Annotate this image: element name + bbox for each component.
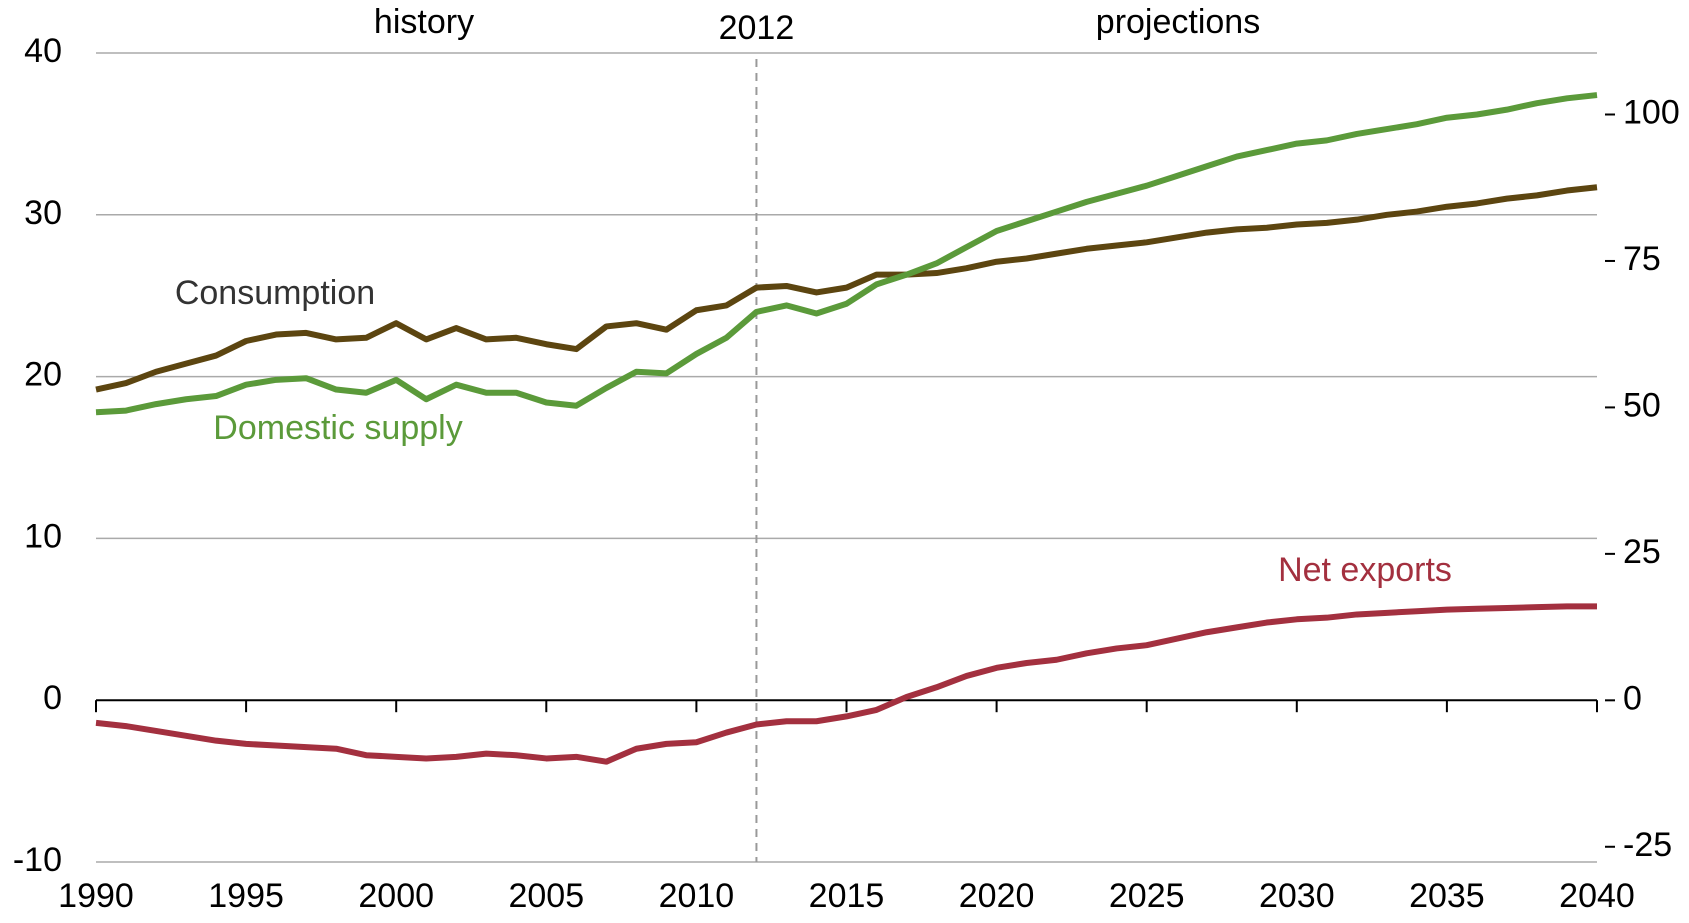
y2-tick-label: 75 (1623, 240, 1661, 278)
y2-tick-label: 25 (1623, 533, 1661, 571)
y-tick-label: 20 (24, 356, 62, 394)
y-tick-label: 40 (24, 32, 62, 70)
y2-tick-label: 0 (1623, 679, 1642, 717)
y2-tick-label: -25 (1623, 826, 1672, 864)
annotation: projections (1096, 3, 1260, 41)
x-tick-label: 1990 (58, 877, 134, 915)
x-tick-label: 1995 (208, 877, 284, 915)
x-tick-label: 2035 (1409, 877, 1485, 915)
series-label: Consumption (175, 274, 375, 312)
y-tick-label: 0 (43, 679, 62, 717)
y-tick-label: 10 (24, 517, 62, 555)
x-tick-label: 2015 (809, 877, 885, 915)
series-line (95, 184, 1598, 393)
divider-label: 2012 (719, 9, 795, 47)
y2-tick-label: 100 (1623, 93, 1680, 131)
x-tick-label: 2030 (1259, 877, 1335, 915)
x-tick-label: 2025 (1109, 877, 1185, 915)
x-tick-label: 2040 (1559, 877, 1635, 915)
series-label: Domestic supply (213, 409, 462, 447)
series-label: Net exports (1278, 551, 1452, 589)
y-tick-label: -10 (13, 841, 62, 879)
x-tick-label: 2010 (659, 877, 735, 915)
series-line (95, 603, 1597, 765)
x-tick-label: 2000 (358, 877, 434, 915)
annotation: history (374, 3, 474, 41)
series-line (95, 92, 1598, 416)
y-tick-label: 30 (24, 194, 62, 232)
x-tick-label: 2005 (508, 877, 584, 915)
y2-tick-label: 50 (1623, 386, 1661, 424)
x-tick-label: 2020 (959, 877, 1035, 915)
